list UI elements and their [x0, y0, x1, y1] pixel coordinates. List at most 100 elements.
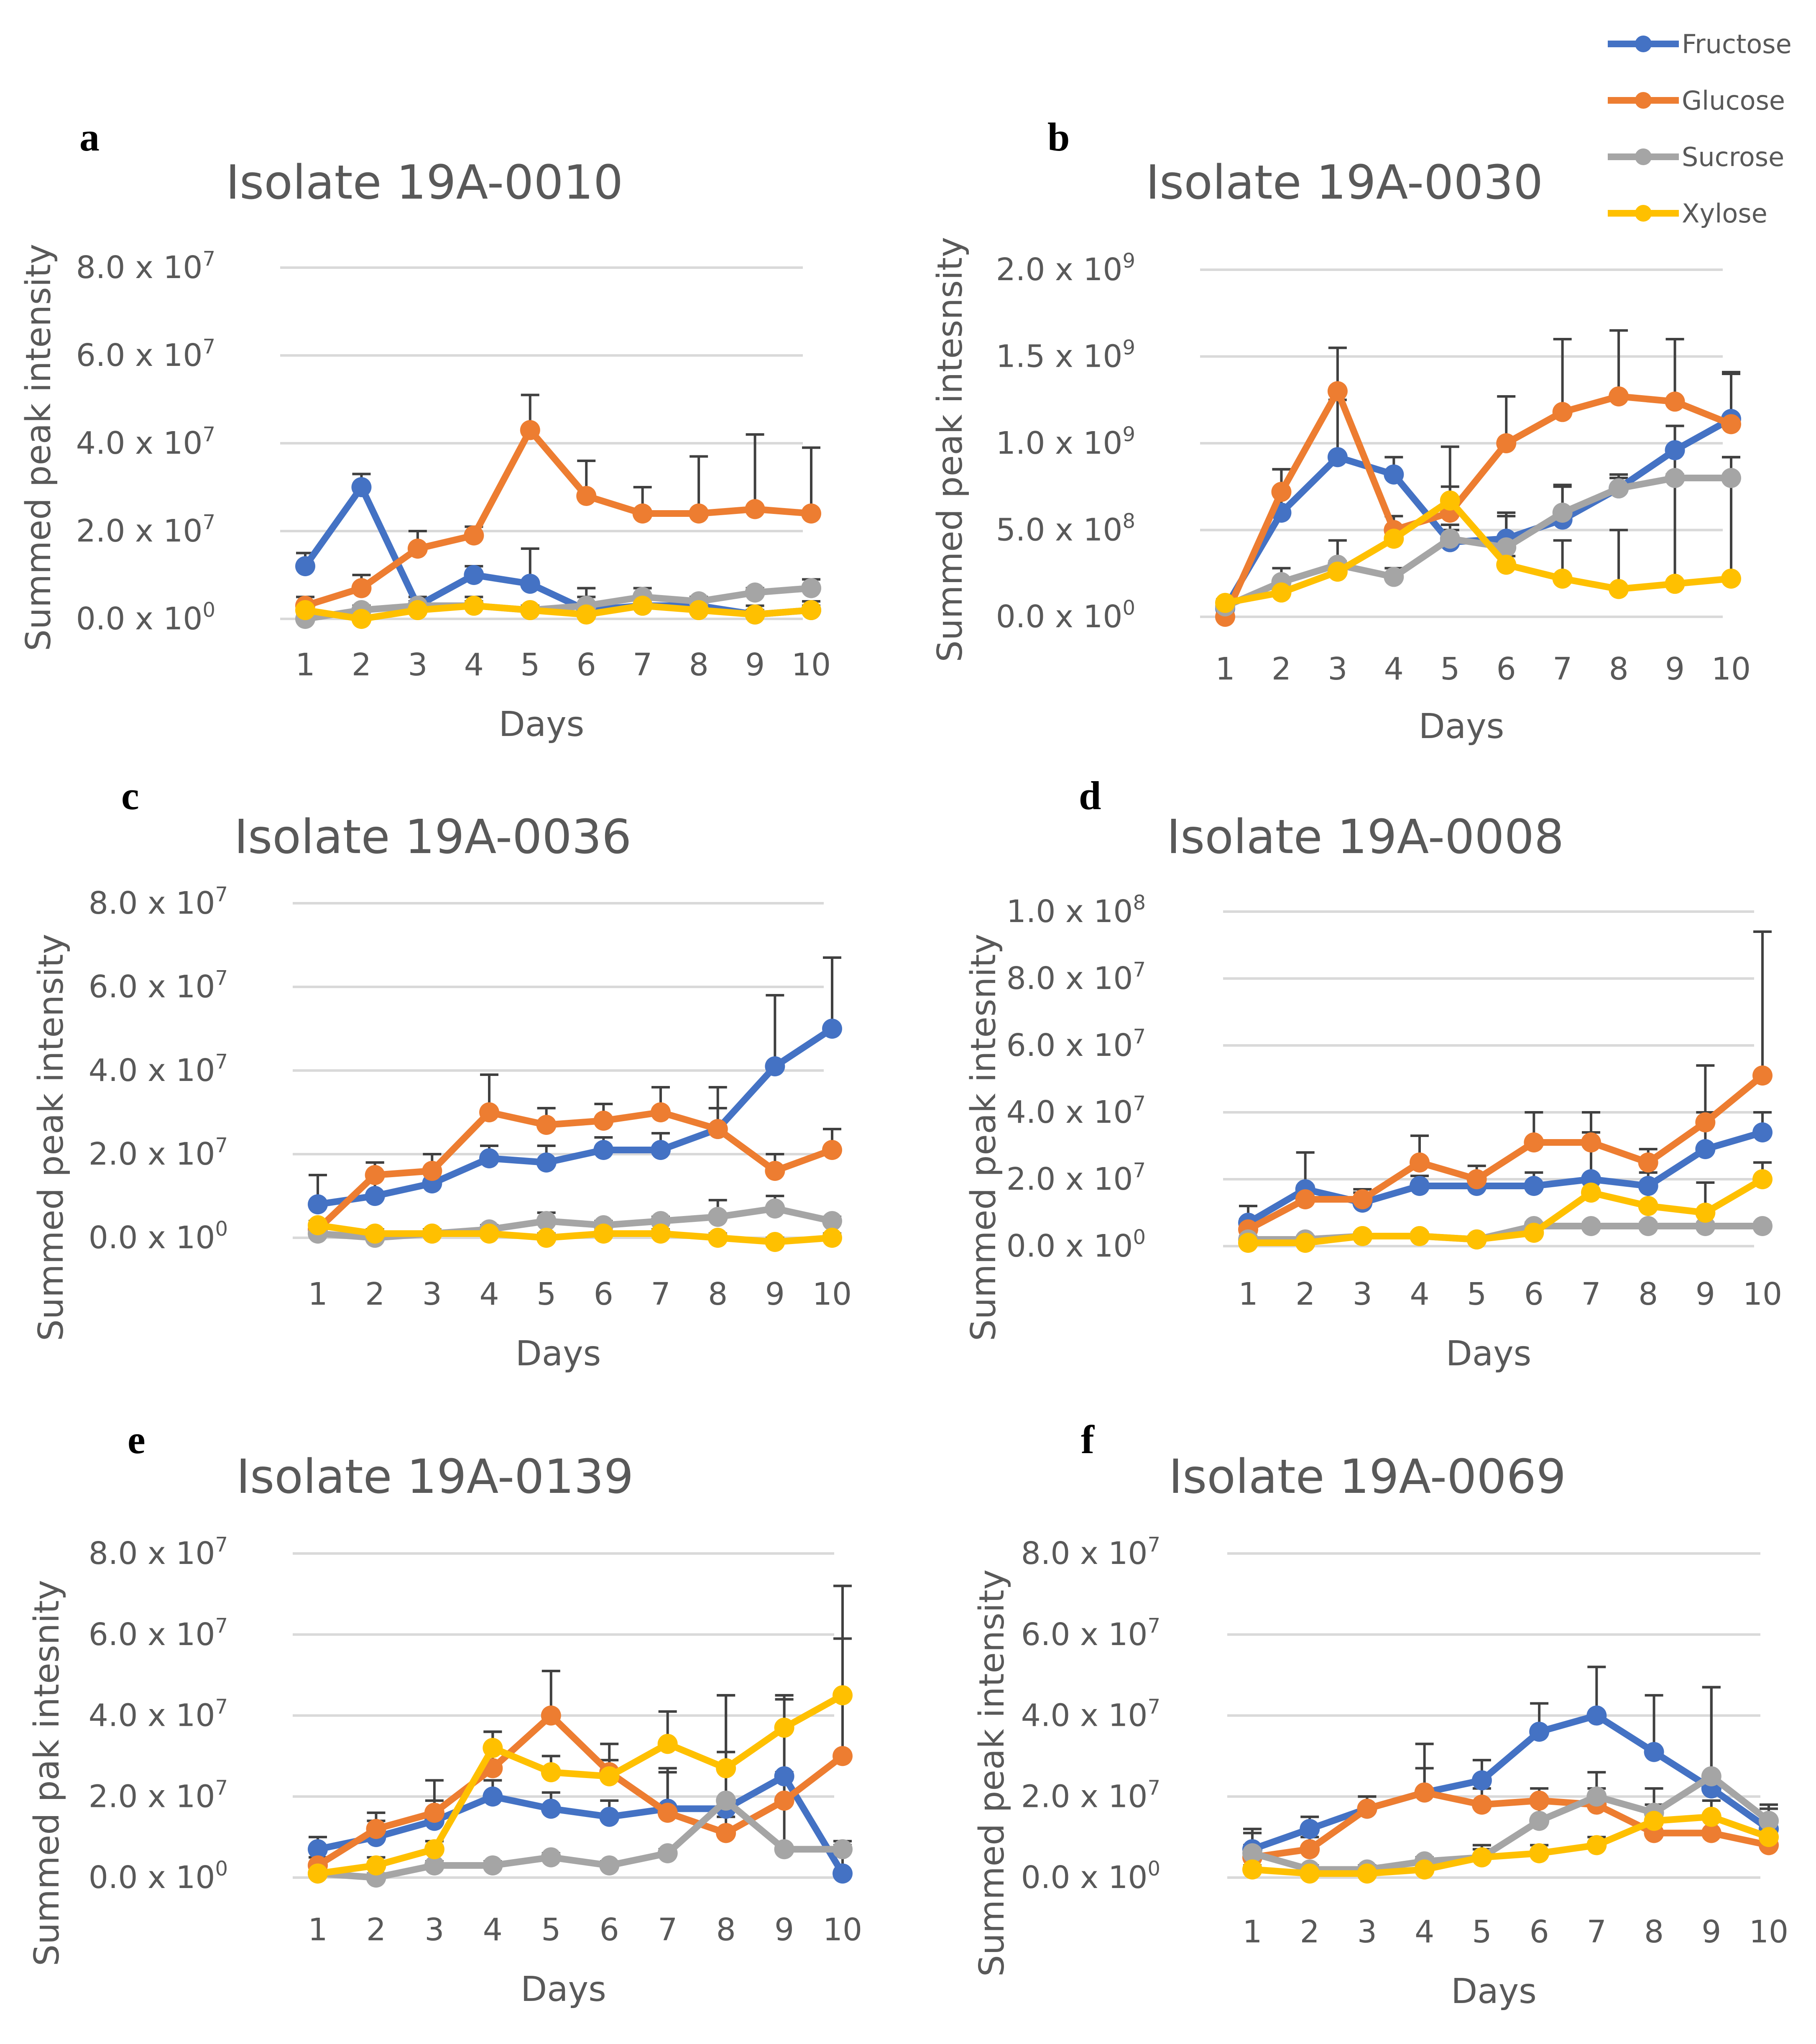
data-point-fructose: [295, 556, 315, 576]
data-point-fructose: [1524, 1176, 1544, 1196]
data-point-xylose: [479, 1224, 499, 1244]
data-point-xylose: [308, 1863, 328, 1884]
series-line-sucrose: [317, 1797, 843, 1881]
x-axis-label: Days: [521, 1970, 606, 2009]
data-point-xylose: [1529, 1843, 1550, 1863]
panel-letter: d: [1079, 773, 1101, 818]
y-axis-label: Summed peak intesnity: [964, 934, 1004, 1341]
chart-panel-c: c Isolate 19A-0036 0.0 x 100 2.0 x 107 4.0 x…: [31, 773, 852, 1374]
data-point-glucose: [464, 525, 484, 546]
data-point-sucrose: [1552, 503, 1573, 523]
data-point-fructose: [1665, 440, 1685, 460]
data-point-fructose: [1586, 1705, 1607, 1726]
data-point-glucose: [1701, 1823, 1721, 1843]
y-tick-label: 5.0 x 108: [996, 510, 1135, 548]
data-point-sucrose: [1586, 1786, 1607, 1807]
y-tick-label: 1.5 x 109: [996, 336, 1135, 375]
data-point-fructose: [483, 1786, 503, 1807]
y-tick-label: 6.0 x 107: [89, 1614, 228, 1653]
data-point-glucose: [1721, 414, 1741, 434]
panel-letter: f: [1081, 1417, 1095, 1462]
data-point-xylose: [1701, 1806, 1721, 1827]
data-point-glucose: [1524, 1132, 1544, 1152]
panel-letter: b: [1047, 115, 1070, 159]
data-point-sucrose: [1759, 1811, 1779, 1831]
data-point-glucose: [801, 503, 821, 524]
series-line-glucose: [304, 427, 812, 609]
data-point-fructose: [593, 1140, 614, 1160]
y-tick-label: 8.0 x 107: [1021, 1533, 1160, 1571]
x-tick-label: 10: [1749, 1914, 1788, 1950]
x-tick-label: 8: [708, 1276, 728, 1312]
data-point-fructose: [822, 1019, 842, 1039]
x-tick-label: 8: [1638, 1276, 1658, 1312]
data-point-glucose: [1496, 433, 1517, 453]
x-tick-label: 5: [1440, 651, 1460, 687]
x-tick-label: 4: [1384, 651, 1404, 687]
y-axis-label: Summed pak intesnity: [27, 1580, 67, 1966]
data-point-glucose: [479, 1102, 499, 1122]
data-point-glucose: [1327, 381, 1348, 401]
x-tick-label: 4: [479, 1276, 499, 1312]
data-point-xylose: [407, 600, 428, 620]
y-tick-label: 0.0 x 100: [89, 1217, 228, 1256]
x-tick-label: 2: [1300, 1914, 1320, 1950]
x-tick-label: 2: [1295, 1276, 1315, 1312]
x-tick-label: 7: [1587, 1914, 1607, 1950]
data-point-fructose: [1695, 1139, 1716, 1159]
y-tick-label: 2.0 x 107: [89, 1776, 228, 1814]
data-point-xylose: [536, 1228, 557, 1248]
data-point-sucrose: [1721, 468, 1741, 488]
y-tick-label: 2.0 x 107: [89, 1134, 228, 1172]
series-line-glucose: [1252, 1789, 1770, 1861]
x-tick-label: 9: [1665, 651, 1685, 687]
legend-marker: [1635, 36, 1652, 52]
chart-title: Isolate 19A-0139: [236, 1450, 633, 1504]
data-point-fructose: [1410, 1176, 1430, 1196]
y-tick-label: 8.0 x 107: [89, 883, 228, 921]
data-point-xylose: [365, 1224, 385, 1244]
x-tick-label: 6: [1497, 651, 1516, 687]
data-point-xylose: [1238, 1233, 1258, 1253]
y-axis-label: Summed peak intesnsity: [930, 237, 970, 662]
data-point-glucose: [1352, 1189, 1373, 1209]
y-tick-label: 0.0 x 100: [1006, 1226, 1146, 1264]
data-point-xylose: [1496, 554, 1517, 575]
data-point-glucose: [366, 1819, 386, 1839]
x-tick-label: 7: [633, 647, 652, 683]
data-point-sucrose: [1701, 1766, 1721, 1786]
data-point-xylose: [1440, 490, 1460, 511]
series-line-xylose: [317, 1692, 844, 1877]
data-point-fructose: [1752, 1122, 1773, 1142]
series-line-sucrose: [304, 585, 812, 622]
data-point-glucose: [1471, 1794, 1492, 1815]
series-line-sucrose: [1223, 475, 1731, 610]
data-point-fructose: [774, 1766, 794, 1786]
x-tick-label: 10: [792, 647, 831, 683]
x-tick-label: 7: [651, 1276, 670, 1312]
legend-marker: [1635, 148, 1652, 165]
legend-marker: [1635, 92, 1652, 109]
legend-item-fructose: Fructose: [1608, 29, 1792, 59]
x-tick-label: 2: [1272, 651, 1291, 687]
data-point-glucose: [1695, 1112, 1716, 1132]
data-point-glucose: [1638, 1152, 1658, 1173]
x-tick-label: 6: [594, 1276, 613, 1312]
x-axis-label: Days: [499, 705, 585, 744]
data-point-sucrose: [1752, 1216, 1773, 1236]
series-line-xylose: [304, 602, 812, 622]
series-line-fructose: [317, 1773, 845, 1875]
data-point-xylose: [308, 1215, 328, 1235]
data-point-xylose: [1300, 1863, 1320, 1884]
data-point-xylose: [765, 1232, 785, 1252]
x-tick-label: 1: [1242, 1914, 1262, 1950]
data-point-glucose: [536, 1115, 557, 1135]
legend-label: Sucrose: [1682, 142, 1784, 172]
data-point-glucose: [1665, 391, 1685, 412]
data-point-xylose: [1695, 1203, 1716, 1223]
data-point-xylose: [1586, 1835, 1607, 1855]
data-point-xylose: [1524, 1223, 1544, 1243]
series-line-glucose: [1246, 1073, 1765, 1233]
x-tick-label: 10: [823, 1912, 862, 1948]
x-tick-label: 1: [308, 1912, 327, 1948]
